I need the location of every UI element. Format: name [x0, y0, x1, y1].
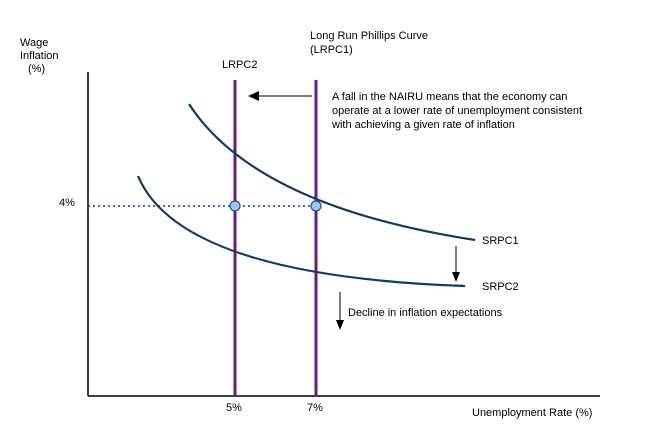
y-axis-label-line-1: Wage: [20, 37, 48, 49]
x-axis-label: Unemployment Rate (%): [472, 407, 592, 419]
lrpc1-label-line-2: (LRPC1): [310, 44, 353, 56]
nairu-annotation-line-1: A fall in the NAIRU means that the econo…: [332, 91, 567, 103]
intersection-point-5pct: [229, 200, 241, 212]
srpc2-curve: [136, 175, 466, 288]
nairu-annotation-line-2: operate at a lower rate of unemployment …: [332, 105, 582, 117]
srpc-shift-arrowhead: [452, 272, 460, 282]
x-tick-label-7pct: 7%: [307, 402, 323, 414]
y-axis-label-line-2: Inflation: [20, 50, 59, 62]
y-tick-label-4pct: 4%: [59, 197, 75, 209]
nairu-annotation: A fall in the NAIRU means that the econo…: [331, 91, 585, 131]
y-axis-label: Wage Inflation (%): [20, 37, 62, 75]
expectations-arrowhead: [336, 320, 344, 330]
lrpc2-label: LRPC2: [222, 59, 257, 71]
x-tick-label-5pct: 5%: [226, 402, 242, 414]
srpc1-label: SRPC1: [482, 235, 519, 247]
srpc2-label: SRPC2: [482, 281, 519, 293]
intersection-point-7pct: [310, 200, 322, 212]
nairu-annotation-line-3: with achieving a given rate of inflation: [331, 119, 515, 131]
lrpc1-label: Long Run Phillips Curve (LRPC1): [310, 30, 431, 56]
expectations-annotation: Decline in inflation expectations: [348, 307, 503, 319]
left-shift-arrowhead: [248, 91, 259, 101]
lrpc1-label-line-1: Long Run Phillips Curve: [310, 30, 428, 42]
y-axis-label-line-3: (%): [28, 63, 45, 75]
srpc1-curve: [188, 103, 476, 242]
